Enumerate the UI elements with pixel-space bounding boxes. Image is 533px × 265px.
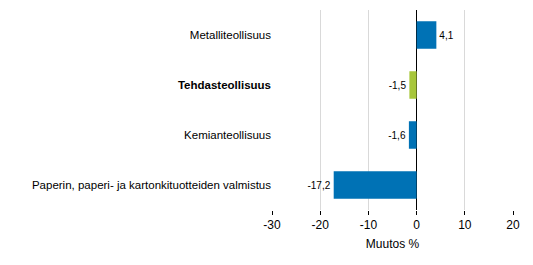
svg-text:10: 10 xyxy=(458,218,472,232)
svg-text:-1,6: -1,6 xyxy=(388,130,406,141)
svg-text:0: 0 xyxy=(413,218,420,232)
svg-text:-30: -30 xyxy=(263,218,281,232)
svg-text:20: 20 xyxy=(506,218,520,232)
svg-text:Tehdasteollisuus: Tehdasteollisuus xyxy=(178,79,271,91)
svg-text:Kemianteollisuus: Kemianteollisuus xyxy=(184,129,271,141)
svg-text:4,1: 4,1 xyxy=(439,30,453,41)
svg-text:-1,5: -1,5 xyxy=(389,80,407,91)
svg-text:-10: -10 xyxy=(360,218,378,232)
svg-text:-17,2: -17,2 xyxy=(307,180,330,191)
svg-text:-20: -20 xyxy=(312,218,330,232)
svg-text:Metalliteollisuus: Metalliteollisuus xyxy=(190,29,271,41)
svg-text:Paperin, paperi- ja kartonkitu: Paperin, paperi- ja kartonkituotteiden v… xyxy=(32,179,271,191)
svg-text:Muutos %: Muutos % xyxy=(366,237,420,251)
